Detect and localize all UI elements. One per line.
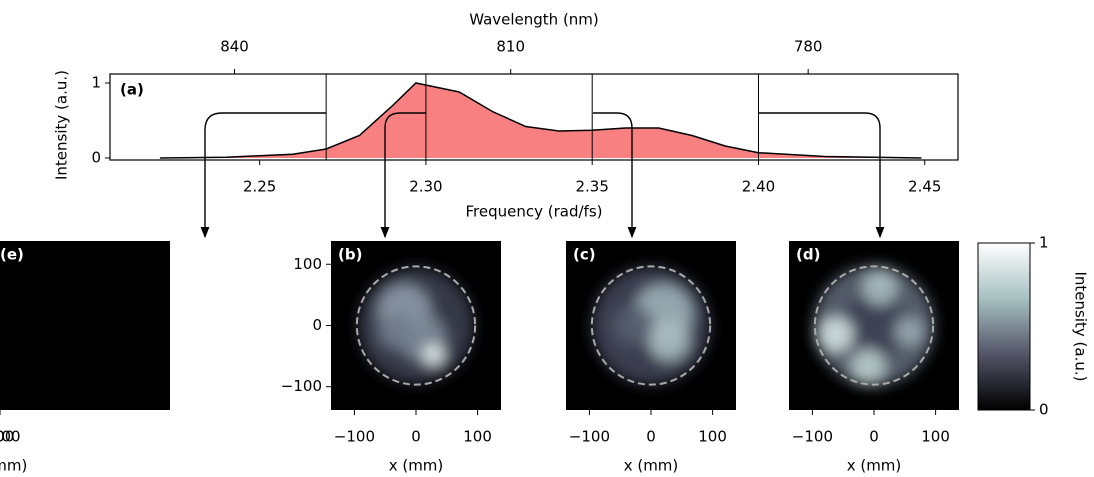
beam-image	[813, 265, 935, 386]
x-tick-label: −100	[792, 428, 833, 446]
top-x-tick-label: 810	[496, 38, 525, 56]
beam-intensity	[850, 349, 886, 385]
beam-intensity	[612, 304, 654, 347]
y-tick-label: 0	[91, 148, 101, 166]
image-background	[0, 241, 170, 410]
top-x-tick-label: 840	[220, 38, 249, 56]
y-tick-label: 1	[91, 73, 101, 91]
top-x-tick-label: 780	[794, 38, 823, 56]
panel-label: (d)	[796, 246, 820, 264]
aperture-circle	[355, 265, 477, 386]
x-axis-label: Frequency (rad/fs)	[466, 203, 603, 221]
x-tick-label: 0	[646, 428, 656, 446]
x-tick-label: 2.30	[409, 178, 442, 196]
x-tick-label: 2.25	[243, 178, 276, 196]
top-axis-label: Wavelength (nm)	[469, 11, 599, 29]
x-tick-label: 100	[921, 428, 950, 446]
x-tick-label: 0	[411, 428, 421, 446]
beam-intensity	[894, 316, 925, 347]
x-axis-label: x (mm)	[847, 457, 902, 475]
beam-image	[591, 266, 711, 385]
x-tick-label: 0	[869, 428, 879, 446]
colorbar-tick-label: 0	[1039, 401, 1049, 419]
arrows	[200, 112, 885, 239]
beam-image	[358, 267, 474, 384]
colorbar-label: Intensity (a.u.)	[1072, 272, 1090, 382]
beam-intensity	[862, 269, 898, 305]
panel-label: (a)	[120, 81, 144, 99]
beam-intensity	[648, 319, 690, 361]
x-axis-label: x (mm)	[0, 457, 27, 475]
x-axis-label: x (mm)	[389, 457, 444, 475]
beam-intensity	[423, 344, 445, 366]
x-tick-label: −100	[0, 428, 21, 446]
beam-intensity	[817, 316, 854, 353]
x-tick-label: 100	[0, 428, 14, 446]
y-axis-label: Intensity (a.u.)	[53, 70, 71, 180]
arrow	[380, 112, 426, 239]
x-tick-label: 100	[463, 428, 492, 446]
colorbar-tick-label: 1	[1039, 234, 1049, 252]
arrow	[200, 112, 326, 239]
x-tick-label: 2.40	[742, 178, 775, 196]
x-tick-label: −100	[569, 428, 610, 446]
aperture-circle	[813, 265, 935, 386]
panel-label: (c)	[573, 246, 596, 264]
beam-intensity	[377, 313, 414, 350]
arrow	[759, 112, 885, 239]
aperture-circle	[590, 265, 712, 386]
axes-frame	[109, 73, 959, 161]
beam-intensity	[841, 292, 907, 359]
arrow	[593, 112, 637, 239]
panel-label: (e)	[0, 246, 24, 264]
plot-layer: 2.25 2.30 2.35 2.40 2.45 0 1 840 810 780 Frequency…	[0, 11, 1090, 475]
area-fill	[159, 83, 922, 158]
x-tick-label: 0	[0, 428, 5, 446]
colorbar	[977, 242, 1031, 411]
y-tick-label: −100	[281, 377, 322, 395]
x-axis-label: x (mm)	[624, 457, 679, 475]
x-tick-label: 2.35	[575, 178, 608, 196]
panel-label: (b)	[338, 246, 362, 264]
y-tick-label: 0	[312, 316, 322, 334]
x-tick-label: 100	[698, 428, 727, 446]
y-tick-label: 100	[293, 255, 322, 273]
x-tick-label: −100	[334, 428, 375, 446]
x-tick-label: 2.45	[908, 178, 941, 196]
